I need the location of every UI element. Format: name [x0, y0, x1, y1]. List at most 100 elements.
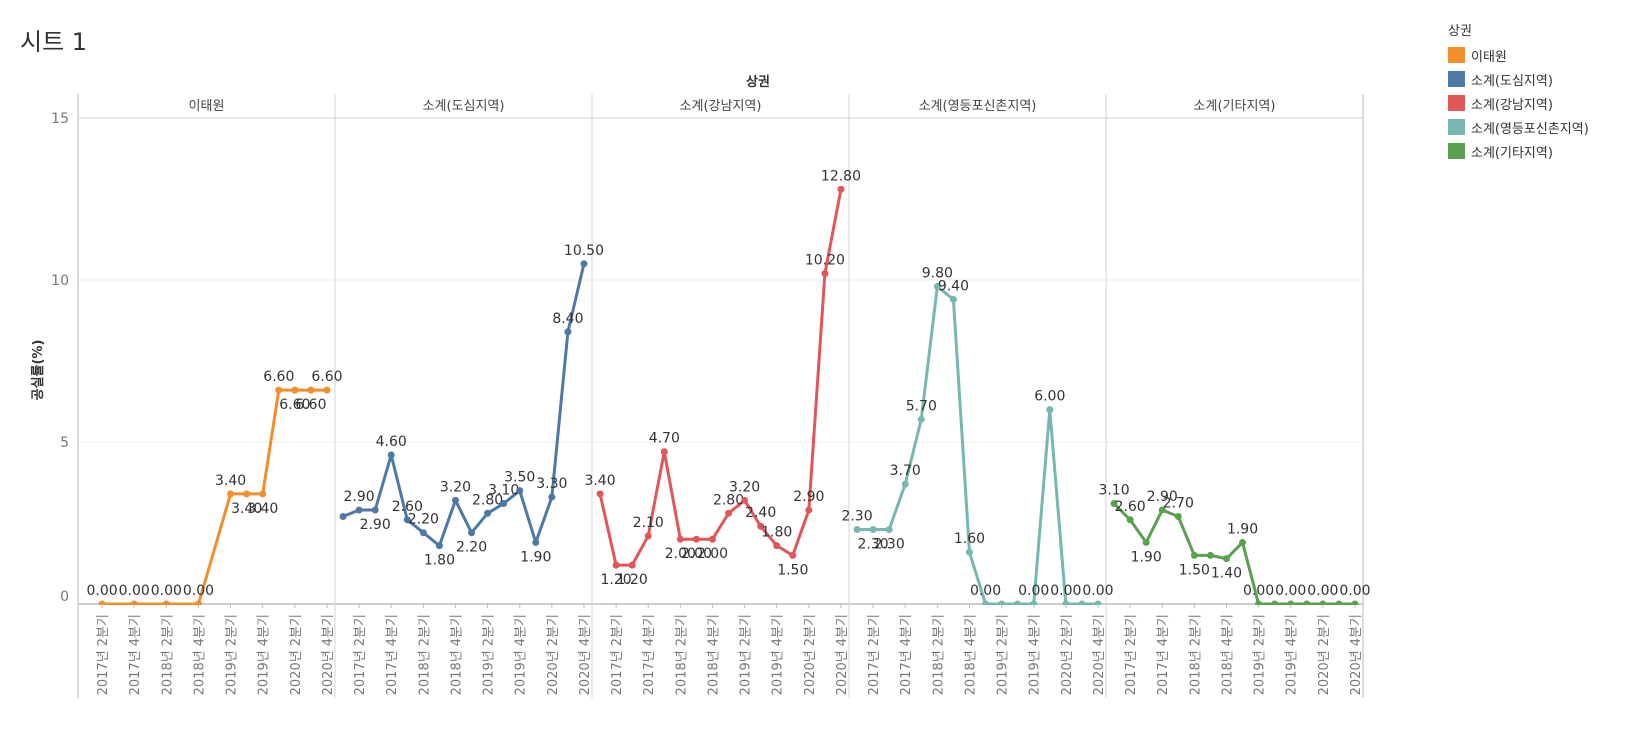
- data-point[interactable]: [387, 451, 395, 459]
- data-point[interactable]: [532, 538, 540, 546]
- data-point[interactable]: [1255, 600, 1263, 608]
- data-point[interactable]: [194, 600, 202, 608]
- data-point[interactable]: [1222, 555, 1230, 563]
- data-point[interactable]: [1046, 406, 1054, 414]
- data-point[interactable]: [323, 386, 331, 394]
- data-point[interactable]: [949, 295, 957, 303]
- data-point[interactable]: [1014, 600, 1022, 608]
- data-point[interactable]: [339, 513, 347, 521]
- data-point[interactable]: [933, 282, 941, 290]
- data-point[interactable]: [853, 525, 861, 533]
- data-point[interactable]: [403, 516, 411, 524]
- data-point[interactable]: [901, 480, 909, 488]
- data-point[interactable]: [1271, 600, 1279, 608]
- data-point[interactable]: [1094, 600, 1102, 608]
- data-point[interactable]: [98, 600, 106, 608]
- data-label: 8.40: [552, 311, 583, 327]
- data-point[interactable]: [1303, 600, 1311, 608]
- data-point[interactable]: [869, 525, 877, 533]
- data-label: 1.20: [601, 572, 632, 588]
- data-label: 0.00: [1082, 583, 1113, 599]
- series-line[interactable]: [598, 188, 843, 567]
- legend-item[interactable]: 이태원: [1448, 43, 1589, 67]
- data-point[interactable]: [435, 542, 443, 550]
- data-label: 2.90: [793, 489, 824, 505]
- data-label: 2.10: [633, 515, 664, 531]
- data-point[interactable]: [1239, 538, 1247, 546]
- data-point[interactable]: [1287, 600, 1295, 608]
- data-point[interactable]: [741, 496, 749, 504]
- series-line[interactable]: [857, 284, 1098, 605]
- data-point[interactable]: [1319, 600, 1327, 608]
- data-point[interactable]: [1335, 600, 1343, 608]
- data-point[interactable]: [371, 506, 379, 514]
- data-label: 0.00: [119, 583, 150, 599]
- data-point[interactable]: [259, 490, 267, 498]
- data-point[interactable]: [757, 522, 765, 530]
- data-point[interactable]: [917, 415, 925, 423]
- legend-item[interactable]: 소계(강남지역): [1448, 91, 1589, 115]
- legend-item[interactable]: 소계(기타지역): [1448, 139, 1589, 163]
- data-point[interactable]: [516, 487, 524, 495]
- data-point[interactable]: [548, 493, 556, 501]
- data-point[interactable]: [998, 600, 1006, 608]
- data-point[interactable]: [644, 532, 652, 540]
- x-tick-label: 2017년 2분기: [1124, 614, 1139, 695]
- data-point[interactable]: [965, 548, 973, 556]
- data-point[interactable]: [1190, 551, 1198, 559]
- data-point[interactable]: [500, 500, 508, 508]
- series-line[interactable]: [342, 263, 586, 548]
- data-point[interactable]: [789, 551, 797, 559]
- data-point[interactable]: [564, 328, 572, 336]
- data-point[interactable]: [1174, 513, 1182, 521]
- data-point[interactable]: [307, 386, 315, 394]
- data-label: 1.90: [1227, 521, 1258, 537]
- data-point[interactable]: [580, 260, 588, 268]
- data-point[interactable]: [725, 509, 733, 517]
- data-point[interactable]: [1030, 600, 1038, 608]
- x-tick-label: 2019년 2분기: [1253, 614, 1268, 695]
- data-point[interactable]: [1062, 600, 1070, 608]
- x-tick-label: 2019년 2분기: [225, 614, 240, 695]
- data-point[interactable]: [596, 490, 604, 498]
- data-point[interactable]: [419, 529, 427, 537]
- data-point[interactable]: [837, 185, 845, 193]
- data-point[interactable]: [885, 525, 893, 533]
- data-point[interactable]: [982, 600, 990, 608]
- data-point[interactable]: [692, 535, 700, 543]
- data-point[interactable]: [612, 561, 620, 569]
- x-tick-label: 2017년 4분기: [899, 614, 914, 695]
- data-point[interactable]: [676, 535, 684, 543]
- data-point[interactable]: [1351, 600, 1359, 608]
- data-point[interactable]: [821, 270, 829, 278]
- legend-item[interactable]: 소계(도심지역): [1448, 67, 1589, 91]
- data-point[interactable]: [1206, 551, 1214, 559]
- legend-label: 소계(도심지역): [1471, 73, 1553, 89]
- data-point[interactable]: [484, 509, 492, 517]
- data-point[interactable]: [162, 600, 170, 608]
- data-point[interactable]: [468, 529, 476, 537]
- data-point[interactable]: [628, 561, 636, 569]
- data-point[interactable]: [130, 600, 138, 608]
- data-point[interactable]: [227, 490, 235, 498]
- data-point[interactable]: [1110, 500, 1118, 508]
- data-point[interactable]: [1078, 600, 1086, 608]
- data-point[interactable]: [805, 506, 813, 514]
- x-tick-label: 2017년 2분기: [867, 614, 882, 695]
- series-line[interactable]: [1112, 502, 1355, 605]
- data-point[interactable]: [1142, 538, 1150, 546]
- data-point[interactable]: [291, 386, 299, 394]
- data-point[interactable]: [355, 506, 363, 514]
- data-point[interactable]: [660, 448, 668, 456]
- data-point[interactable]: [773, 542, 781, 550]
- data-label: 4.70: [649, 431, 680, 447]
- series-line[interactable]: [102, 388, 327, 605]
- data-point[interactable]: [243, 490, 251, 498]
- data-label: 0.00: [151, 583, 182, 599]
- data-point[interactable]: [1158, 506, 1166, 514]
- legend-item[interactable]: 소계(영등포신촌지역): [1448, 115, 1589, 139]
- data-point[interactable]: [708, 535, 716, 543]
- data-point[interactable]: [451, 496, 459, 504]
- data-point[interactable]: [1126, 516, 1134, 524]
- data-point[interactable]: [275, 386, 283, 394]
